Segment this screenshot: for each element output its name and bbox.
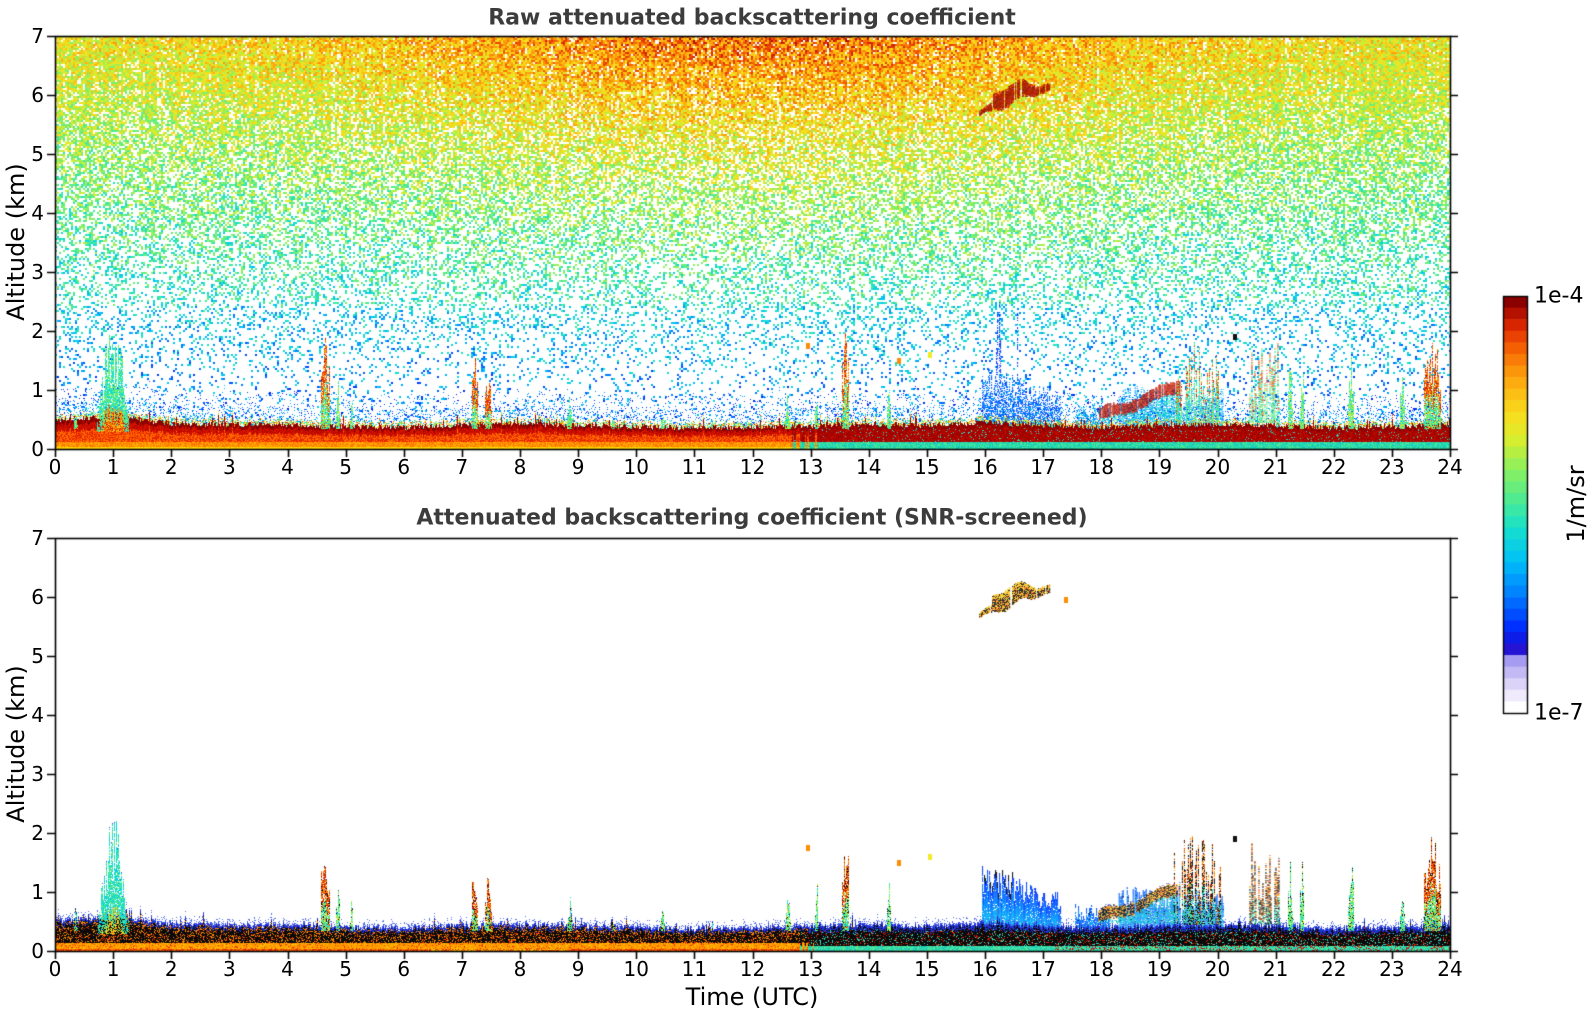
- panel2-x-tick-label: 18: [1088, 957, 1114, 981]
- panel1-x-tick-label: 4: [281, 455, 294, 479]
- panel2-x-tick-label: 21: [1262, 957, 1289, 981]
- panel1-x-tick-label: 24: [1437, 455, 1463, 479]
- panel1-y-tick-label: 0: [31, 437, 44, 461]
- panel2-y-tick-label: 2: [31, 821, 44, 845]
- colorbar-max-label: 1e-4: [1534, 283, 1584, 309]
- panel2-x-tick-label: 13: [797, 957, 824, 981]
- panel2-x-tick-label: 17: [1030, 957, 1056, 981]
- panel2-x-tick-label: 12: [739, 957, 766, 981]
- panel1-x-tick-label: 2: [164, 455, 178, 479]
- panel2-y-axis-label: Altitude (km): [2, 665, 30, 823]
- panel1-x-tick-label: 12: [739, 455, 766, 479]
- panel2-x-tick-label: 1: [106, 957, 120, 981]
- panel2-title: Attenuated backscattering coefficient (S…: [416, 505, 1088, 531]
- panel1-y-tick-label: 4: [31, 201, 44, 225]
- panel1-x-tick-label: 22: [1321, 455, 1347, 479]
- panel2-x-tick-label: 20: [1204, 957, 1231, 981]
- panel2-x-tick-label: 0: [48, 957, 62, 981]
- panel1-x-tick-label: 16: [972, 455, 998, 479]
- panel1-x-tick-label: 0: [48, 455, 62, 479]
- panel2-y-tick-label: 6: [31, 585, 44, 609]
- panel1-y-tick-label: 5: [31, 142, 44, 166]
- panel1-x-tick-label: 6: [397, 455, 411, 479]
- panel2-x-tick-label: 22: [1321, 957, 1347, 981]
- panel2-y-tick-label: 7: [31, 526, 44, 550]
- panel2-x-tick-label: 14: [856, 957, 882, 981]
- panel2-x-tick-label: 6: [397, 957, 411, 981]
- panel1-y-tick-label: 6: [31, 83, 44, 107]
- colorbar-min-label: 1e-7: [1534, 700, 1584, 726]
- panel2-y-tick-label: 3: [31, 762, 44, 786]
- panel1-x-tick-label: 14: [856, 455, 882, 479]
- panel2-x-tick-label: 11: [681, 957, 708, 981]
- panel1-x-tick-label: 23: [1379, 455, 1405, 479]
- panel1-x-tick-label: 1: [106, 455, 120, 479]
- panel1-x-tick-label: 15: [914, 455, 940, 479]
- x-axis-label: Time (UTC): [685, 983, 819, 1011]
- panel1-y-axis-label: Altitude (km): [2, 163, 30, 321]
- panel1-x-tick-label: 5: [339, 455, 352, 479]
- panel1-x-tick-label: 7: [455, 455, 469, 479]
- panel2-x-tick-label: 16: [972, 957, 998, 981]
- panel2-x-tick-label: 15: [914, 957, 940, 981]
- panel2-y-tick-label: 5: [31, 644, 44, 668]
- panel1-title: Raw attenuated backscattering coefficien…: [488, 5, 1016, 31]
- panel1-x-tick-label: 19: [1146, 455, 1173, 479]
- panel1-x-tick-label: 21: [1262, 455, 1289, 479]
- panel1-y-tick-label: 3: [31, 260, 44, 284]
- panel2-x-tick-label: 2: [164, 957, 178, 981]
- panel1-y-tick-label: 1: [31, 378, 44, 402]
- panel1-x-tick-label: 11: [681, 455, 708, 479]
- panel2-x-tick-label: 4: [281, 957, 294, 981]
- panel1-y-tick-label: 7: [31, 24, 44, 48]
- panel2-x-tick-label: 9: [571, 957, 585, 981]
- panel2-x-tick-label: 24: [1437, 957, 1463, 981]
- panel1-x-tick-label: 13: [797, 455, 824, 479]
- panel1-x-tick-label: 10: [623, 455, 649, 479]
- panel2-y-tick-label: 0: [31, 939, 44, 963]
- panel1-x-tick-label: 18: [1088, 455, 1114, 479]
- panel2-x-tick-label: 10: [623, 957, 649, 981]
- panel2-x-tick-label: 23: [1379, 957, 1405, 981]
- panel1-x-tick-label: 17: [1030, 455, 1056, 479]
- panel2-y-tick-label: 4: [31, 703, 44, 727]
- panel2-x-tick-label: 8: [513, 957, 527, 981]
- panel1-x-tick-label: 20: [1204, 455, 1231, 479]
- panel2-y-tick-label: 1: [31, 880, 44, 904]
- panel2-x-tick-label: 3: [223, 957, 236, 981]
- panel2-x-tick-label: 19: [1146, 957, 1173, 981]
- panel1-x-tick-label: 8: [513, 455, 527, 479]
- panel2-x-tick-label: 7: [455, 957, 469, 981]
- panel2-x-tick-label: 5: [339, 957, 352, 981]
- panel1-y-tick-label: 2: [31, 319, 44, 343]
- panel1-x-tick-label: 9: [571, 455, 585, 479]
- colorbar-unit-label: 1/m/sr: [1562, 465, 1590, 543]
- panel1-x-tick-label: 3: [223, 455, 236, 479]
